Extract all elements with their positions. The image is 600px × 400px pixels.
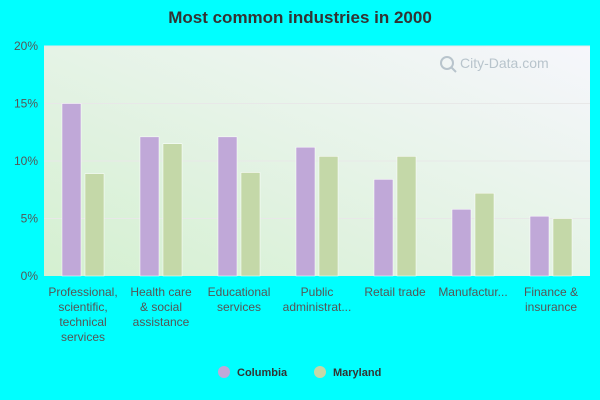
bar-maryland-4 [396, 156, 417, 277]
y-tick-label: 10% [14, 154, 38, 168]
bar-columbia-5 [451, 209, 472, 277]
y-tick-label: 0% [21, 269, 39, 283]
bar-columbia-0 [61, 103, 82, 277]
grid-lines [44, 45, 590, 219]
bar-maryland-2 [240, 172, 261, 277]
bar-maryland-1 [162, 143, 183, 277]
x-category-label: Retail trade [364, 285, 426, 299]
legend-label-columbia: Columbia [237, 367, 288, 379]
watermark: City-Data.com [440, 55, 549, 73]
bar-columbia-6 [529, 215, 550, 277]
bar-columbia-3 [295, 146, 316, 277]
bar-columbia-1 [139, 136, 160, 277]
x-category-label: Health care & social assistance [130, 285, 192, 329]
legend-swatch-columbia [218, 366, 230, 378]
bars [61, 103, 573, 277]
watermark-text: City-Data.com [460, 55, 549, 71]
bar-maryland-5 [474, 192, 495, 277]
x-axis-categories: Professional, scientific, technical service… [48, 285, 578, 344]
x-category-label: Public administrat... [283, 285, 352, 314]
y-tick-label: 5% [21, 212, 39, 226]
bar-columbia-2 [217, 136, 238, 277]
bar-columbia-4 [373, 179, 394, 277]
bar-maryland-3 [318, 156, 339, 277]
chart-title: Most common industries in 2000 [168, 8, 432, 27]
x-category-label: Manufactur... [438, 285, 507, 299]
y-axis-ticks: 0% 5% 10% 15% 20% [14, 39, 38, 283]
x-category-label: Professional, scientific, technical service… [48, 285, 117, 344]
x-category-label: Finance & insurance [524, 285, 578, 314]
legend-swatch-maryland [314, 366, 326, 378]
bar-maryland-6 [552, 218, 573, 277]
y-tick-label: 15% [14, 97, 38, 111]
watermark-logo-icon [440, 56, 457, 73]
x-category-label: Educational services [208, 285, 271, 314]
y-tick-label: 20% [14, 39, 38, 53]
bar-maryland-0 [84, 173, 105, 277]
legend-label-maryland: Maryland [333, 367, 381, 379]
legend: Columbia Maryland [218, 366, 381, 379]
